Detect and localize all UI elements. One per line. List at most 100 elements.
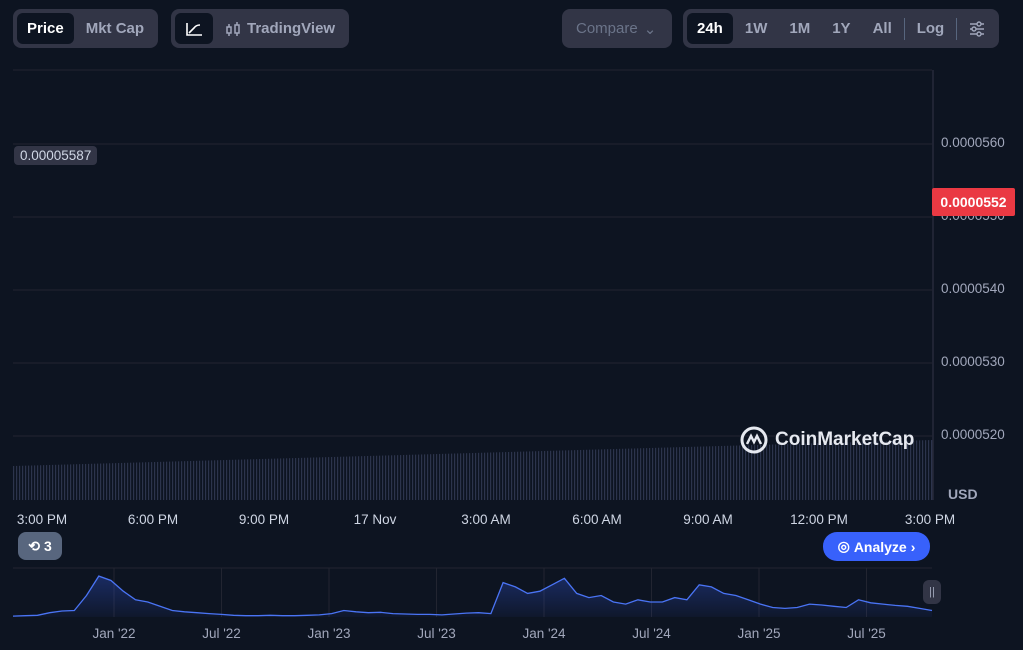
currency-label: USD: [948, 486, 978, 502]
volume-bar: [340, 456, 342, 500]
volume-bar: [784, 444, 786, 500]
volume-bar: [877, 441, 879, 500]
volume-bar: [250, 459, 252, 500]
volume-bar: [355, 456, 357, 500]
volume-bar: [487, 452, 489, 500]
volume-bar: [166, 461, 168, 500]
volume-bar: [499, 452, 501, 500]
volume-bar: [757, 444, 759, 500]
volume-bar: [175, 461, 177, 500]
volume-bar: [379, 455, 381, 500]
volume-bar: [313, 457, 315, 500]
mkt-cap-tab[interactable]: Mkt Cap: [85, 20, 145, 37]
range-all[interactable]: All: [872, 20, 892, 37]
volume-bar: [394, 455, 396, 500]
volume-bar: [646, 448, 648, 500]
volume-bar: [199, 460, 201, 500]
volume-bar: [202, 460, 204, 500]
volume-bar: [352, 456, 354, 500]
volume-bar: [220, 460, 222, 500]
range-1y[interactable]: 1Y: [832, 20, 851, 37]
current-price-label: 0.0000552: [932, 188, 1015, 216]
range-24h[interactable]: 24h: [687, 13, 733, 44]
volume-bar: [739, 445, 741, 500]
volume-bar: [754, 445, 756, 500]
volume-bar: [442, 453, 444, 500]
volume-bar: [829, 442, 831, 500]
volume-bar: [55, 464, 57, 500]
volume-bar: [409, 454, 411, 500]
volume-bar: [397, 455, 399, 500]
volume-bar: [916, 440, 918, 500]
volume-bar: [262, 458, 264, 500]
volume-bar: [547, 450, 549, 500]
candlestick-icon: [226, 21, 240, 36]
range-1w[interactable]: 1W: [744, 20, 768, 37]
volume-bar: [67, 464, 69, 500]
volume-bar: [592, 449, 594, 500]
volume-bar: [427, 454, 429, 500]
volume-bar: [685, 446, 687, 500]
price-tab[interactable]: Price: [17, 13, 74, 44]
compare-dropdown[interactable]: Compare ⌄: [562, 9, 672, 48]
history-count: 3: [43, 538, 52, 554]
volume-bar: [91, 463, 93, 500]
volume-bar: [511, 451, 513, 500]
volume-bar: [112, 463, 114, 500]
volume-bar: [865, 441, 867, 500]
volume-bar: [751, 445, 753, 500]
volume-bar: [13, 466, 15, 500]
volume-bar: [226, 459, 228, 500]
overview-drag-handle[interactable]: ||: [923, 580, 941, 604]
volume-bar: [418, 454, 420, 500]
volume-bar: [664, 447, 666, 500]
volume-bar: [178, 461, 180, 500]
volume-bar: [277, 458, 279, 500]
volume-bar: [478, 452, 480, 500]
volume-bar: [580, 449, 582, 500]
volume-bar: [544, 450, 546, 500]
range-1m[interactable]: 1M: [789, 20, 811, 37]
overview-line: [12, 575, 933, 617]
volume-bar: [316, 457, 318, 500]
settings-button[interactable]: [959, 13, 995, 44]
x-tick-label: 9:00 PM: [238, 512, 290, 527]
volume-bar: [802, 443, 804, 500]
volume-bar: [652, 447, 654, 500]
volume-bar: [127, 462, 129, 500]
volume-bar: [613, 449, 615, 500]
volume-bar: [601, 449, 603, 500]
volume-bar: [415, 454, 417, 500]
volume-bar: [439, 453, 441, 500]
watermark-text: CoinMarketCap: [775, 429, 915, 450]
volume-bar: [301, 457, 303, 500]
volume-bar: [28, 465, 30, 500]
chart-type-toggle: TradingView: [171, 9, 350, 48]
volume-bar: [97, 463, 99, 500]
volume-bar: [22, 465, 24, 500]
volume-bar: [295, 458, 297, 500]
volume-bar: [826, 442, 828, 500]
volume-bar: [247, 459, 249, 500]
y-tick-label: 0.0000520: [941, 427, 1005, 442]
volume-bar: [130, 462, 132, 500]
volume-bar: [436, 454, 438, 500]
tradingview-button[interactable]: TradingView: [215, 13, 345, 44]
analyze-icon: ◎: [837, 538, 850, 554]
volume-bar: [520, 451, 522, 500]
volume-bar: [211, 460, 213, 500]
volume-bar: [133, 462, 135, 500]
line-chart-button[interactable]: [175, 13, 213, 44]
volume-bar: [283, 458, 285, 500]
volume-bar: [370, 455, 372, 500]
history-button[interactable]: ⟲ 3: [18, 532, 62, 560]
analyze-button[interactable]: ◎ Analyze ›: [823, 532, 930, 561]
volume-bar: [649, 448, 651, 500]
volume-bar: [886, 441, 888, 500]
volume-bar: [181, 461, 183, 500]
volume-bar: [460, 453, 462, 500]
volume-bar: [364, 456, 366, 500]
log-scale-button[interactable]: Log: [916, 20, 945, 37]
volume-bar: [733, 445, 735, 500]
